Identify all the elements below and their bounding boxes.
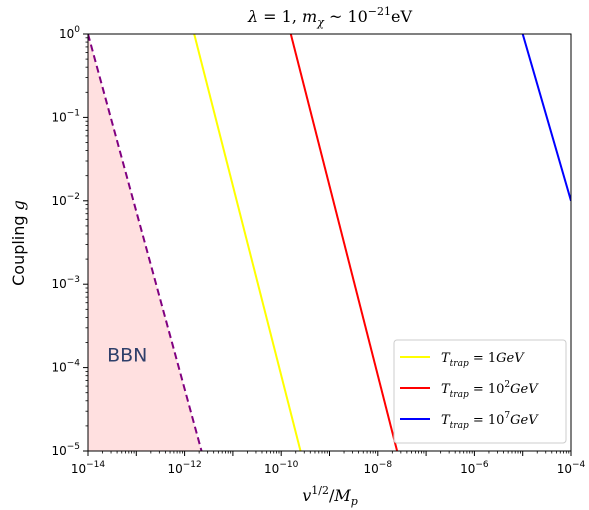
legend: Ttrap = 1GeV Ttrap = 102GeV Ttrap = 107GeV	[393, 339, 567, 444]
y-tick-label: 10−2	[51, 192, 80, 208]
x-axis-label: v1/2/Mp	[302, 484, 358, 508]
y-tick-label: 100	[59, 25, 80, 41]
legend-label-red: Ttrap = 102GeV	[441, 380, 539, 400]
y-tick-label: 10−3	[51, 275, 80, 291]
series-line-red	[289, 34, 399, 451]
legend-label-blue: Ttrap = 107GeV	[441, 411, 539, 431]
y-tick-label: 10−5	[51, 442, 80, 458]
legend-label-yellow: Ttrap = 1GeV	[441, 351, 525, 369]
y-tick-label: 10−4	[51, 359, 80, 375]
series-line-bbn-boundary	[88, 34, 203, 451]
chart-title: λ = 1, mχ ~ 10−21eV	[247, 5, 413, 29]
x-tick-label: 10−8	[364, 460, 393, 476]
y-axis-label: Coupling g	[9, 200, 28, 286]
y-tick-label: 10−1	[51, 108, 80, 124]
x-tick-label: 10−14	[71, 460, 106, 476]
series-line-blue	[521, 34, 571, 202]
bbn-label: BBN	[107, 344, 147, 366]
x-tick-label: 10−12	[167, 460, 201, 476]
legend-box	[393, 339, 567, 444]
x-tick-label: 10−6	[460, 460, 489, 476]
series-line-yellow	[193, 34, 302, 451]
x-tick-label: 10−10	[264, 460, 299, 476]
x-tick-label: 10−4	[557, 460, 586, 476]
